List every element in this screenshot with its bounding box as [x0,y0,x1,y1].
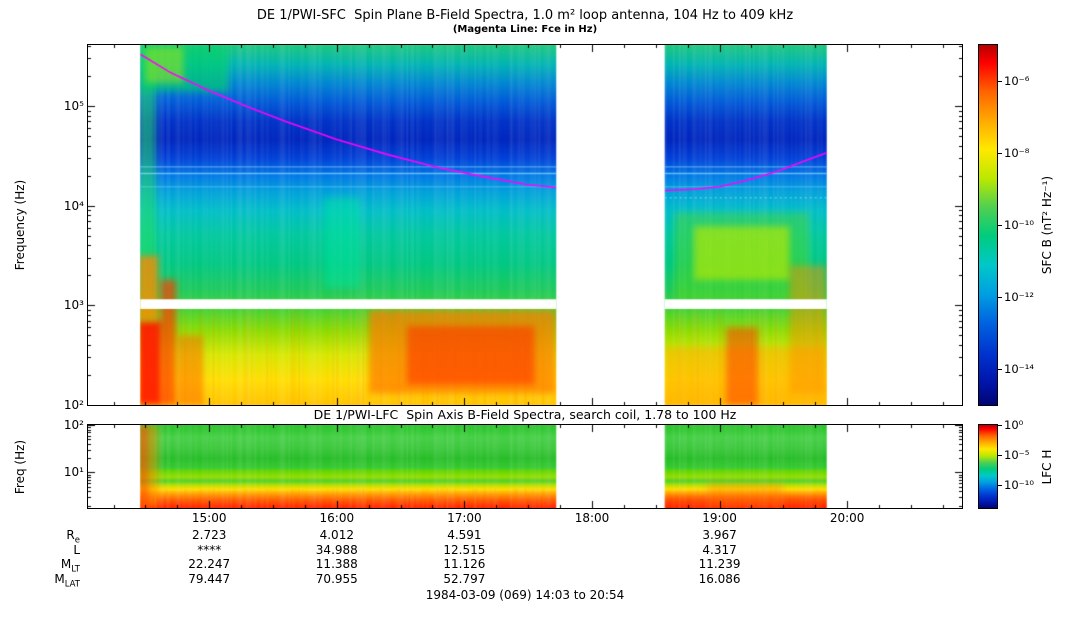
freq-tick-label: 10² [63,398,84,412]
ephemeris-value: 4.317 [702,542,737,557]
time-tick-label: 18:00 [574,511,610,525]
colorbar-tick-mark [997,369,1002,370]
lfc-spectrogram-canvas [87,424,963,509]
colorbar-tick-label: 10⁻⁸ [1004,146,1030,160]
chart-subtitle: (Magenta Line: Fce in Hz) [452,24,598,35]
chart-title: DE 1/PWI-SFC Spin Plane B-Field Spectra,… [256,8,794,23]
lfc-panel-title: DE 1/PWI-LFC Spin Axis B-Field Spectra, … [313,407,737,422]
freq-tick-label: 10⁴ [63,198,84,213]
time-tick-label: 15:00 [191,511,227,525]
freq-tick-label: 10² [63,418,84,432]
ephemeris-value: **** [197,542,222,557]
ephemeris-row-label: L [73,542,80,557]
colorbar-tick-mark [997,297,1002,298]
time-tick-label: 17:00 [447,511,482,525]
ephemeris-value: 34.988 [315,542,358,557]
colorbar-tick-label: 10⁻¹⁰ [1004,218,1034,232]
ephemeris-value: 11.126 [443,557,486,571]
date-range-label: 1984-03-09 (069) 14:03 to 20:54 [425,588,625,602]
colorbar-tick-label: 10⁻¹² [1004,290,1034,304]
ephemeris-row-label: Re [66,528,80,546]
colorbar-tick-label: 10⁻¹⁴ [1004,362,1034,376]
ephemeris-value: 52.797 [443,571,486,586]
freq-tick-label: 10³ [63,298,84,313]
time-tick-label: 16:00 [319,511,355,525]
ephemeris-value: 2.723 [192,528,227,542]
time-tick-label: 20:00 [829,511,865,525]
colorbar-tick-mark [997,425,1002,426]
time-tick-label: 19:00 [702,511,737,525]
lfc-colorbar [978,424,998,509]
sfc-y-axis-label: Frequency (Hz) [13,179,27,271]
lfc-colorbar-label: LFC H [1040,449,1054,484]
sfc-colorbar [978,44,998,406]
ephemeris-value: 4.012 [319,528,354,542]
ephemeris-row-label: MLAT [54,571,80,589]
ephemeris-value: 11.239 [698,557,741,571]
colorbar-tick-label: 10⁻¹⁰ [1004,478,1034,492]
freq-tick-label: 10¹ [63,465,84,480]
colorbar-tick-mark [997,81,1002,82]
freq-tick-label: 10⁵ [63,98,84,113]
ephemeris-value: 11.388 [315,557,358,571]
ephemeris-value: 22.247 [188,557,231,571]
ephemeris-value: 12.515 [443,542,486,557]
colorbar-tick-label: 10⁻⁵ [1004,448,1030,462]
colorbar-tick-mark [997,153,1002,154]
ephemeris-value: 70.955 [315,571,358,586]
ephemeris-value: 3.967 [702,528,737,542]
colorbar-tick-mark [997,225,1002,226]
colorbar-tick-label: 10⁻⁶ [1004,74,1030,88]
ephemeris-value: 4.591 [447,528,482,542]
sfc-spectrogram-canvas [87,44,963,406]
colorbar-tick-label: 10⁰ [1004,418,1024,432]
sfc-colorbar-label: SFC B (nT² Hz⁻¹) [1040,175,1054,275]
ephemeris-value: 79.447 [188,571,231,586]
ephemeris-value: 16.086 [698,571,741,586]
lfc-y-axis-label: Freq (Hz) [13,439,27,494]
colorbar-tick-mark [997,485,1002,486]
ephemeris-row-label: MLT [60,557,80,575]
colorbar-tick-mark [997,455,1002,456]
